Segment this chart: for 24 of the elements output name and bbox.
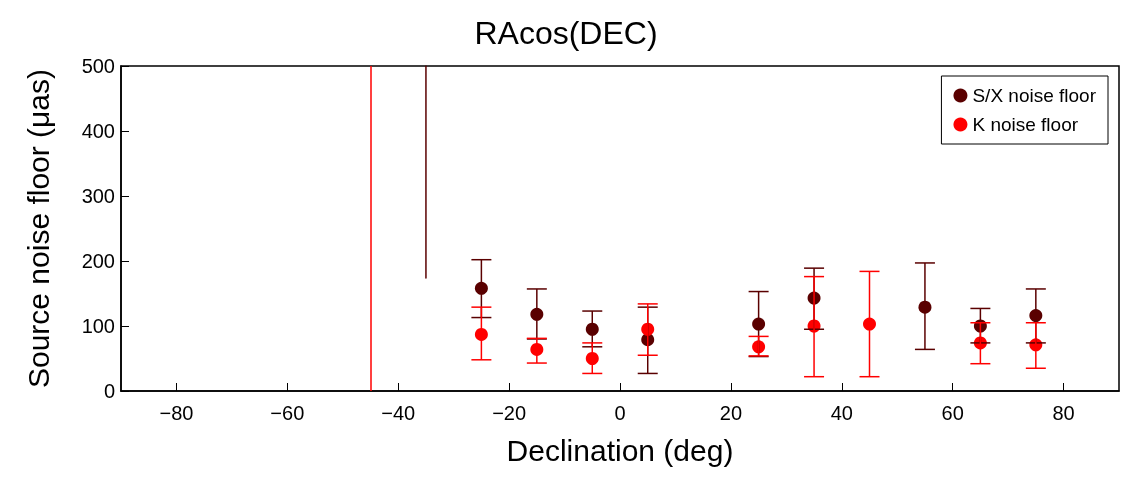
x-tick-label: 80: [1052, 402, 1075, 424]
x-tick-label: −20: [492, 402, 527, 424]
x-tick-label: 0: [614, 402, 626, 424]
x-tick-label: 20: [719, 402, 743, 424]
x-tick-label: −40: [381, 402, 416, 424]
point: [474, 327, 488, 341]
legend-label: K noise floor: [972, 114, 1079, 135]
x-tick-label: −60: [270, 402, 305, 424]
y-axis-title: Source noise floor (μas): [21, 68, 55, 389]
point: [585, 322, 599, 336]
y-tick-label: 100: [81, 315, 115, 337]
x-tick-label: −80: [159, 402, 194, 424]
y-tick-label: 400: [81, 120, 115, 142]
y-tick-label: 0: [103, 380, 115, 402]
y-tick-label: 500: [81, 55, 115, 77]
x-tick-label: 60: [941, 402, 964, 424]
point: [641, 322, 655, 336]
point: [474, 281, 488, 295]
y-tick-label: 300: [81, 185, 115, 207]
legend-label: S/X noise floor: [972, 85, 1097, 106]
y-tick-label: 200: [81, 250, 115, 272]
chart-title: RAcos(DEC): [474, 15, 658, 51]
x-tick-label: 40: [830, 402, 853, 424]
x-axis-title: Declination (deg): [506, 433, 734, 467]
